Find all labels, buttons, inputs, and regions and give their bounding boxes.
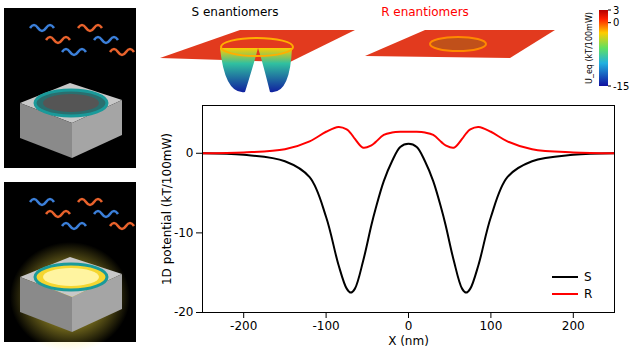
svg-text:0: 0: [405, 319, 413, 333]
svg-text:0: 0: [186, 146, 194, 160]
html-text:R: R: [584, 286, 593, 301]
svg-text:R enantiomers: R enantiomers: [381, 5, 469, 19]
svg-text:0: 0: [613, 17, 619, 28]
svg-text:1D potential (kT/100mW): 1D potential (kT/100mW): [160, 133, 174, 285]
svg-text:X (nm): X (nm): [388, 334, 429, 348]
svg-text:200: 200: [562, 319, 585, 333]
svg-text:S enantiomers: S enantiomers: [191, 5, 278, 19]
svg-text:-20: -20: [174, 305, 194, 319]
svg-text:-100: -100: [312, 319, 339, 333]
svg-text:3: 3: [613, 5, 619, 16]
svg-text:-15: -15: [613, 81, 629, 92]
svg-text:-200: -200: [230, 319, 257, 333]
svg-text:100: 100: [479, 319, 502, 333]
html-text:S: S: [584, 269, 592, 284]
svg-text:-10: -10: [174, 226, 194, 240]
svg-text:U_eq (kT/100mW): U_eq (kT/100mW): [585, 12, 594, 84]
